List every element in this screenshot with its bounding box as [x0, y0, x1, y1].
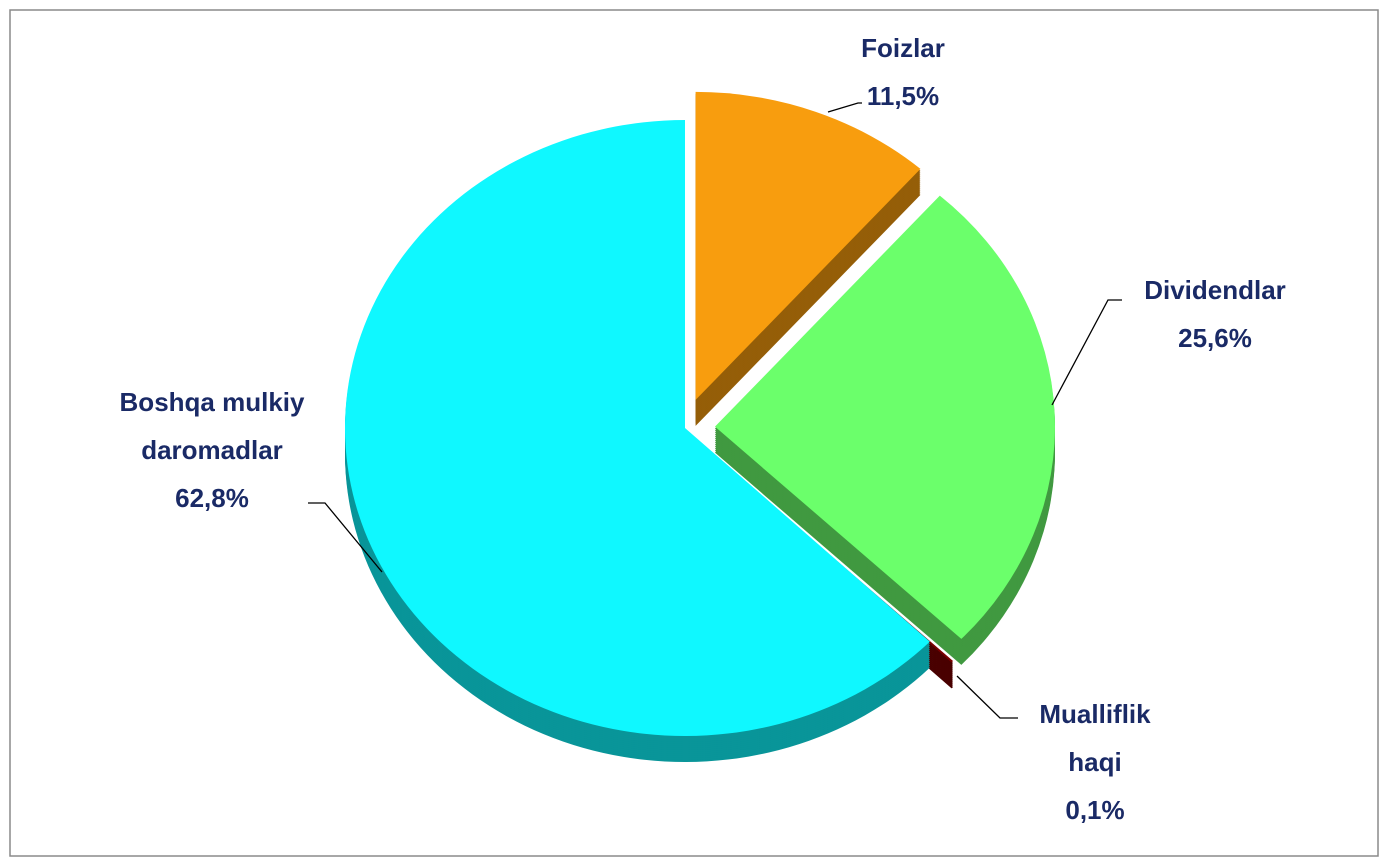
leader-line: [1051, 299, 1122, 406]
leader-line: [308, 502, 383, 573]
leader-line: [827, 102, 862, 113]
slice-label: Boshqa mulkiy daromadlar 62,8%: [117, 378, 307, 522]
value-label: 25,6%: [1178, 323, 1252, 353]
value-label: 11,5%: [866, 81, 940, 111]
category-label: Mualliflik haqi: [1039, 699, 1151, 777]
leader-line: [956, 675, 1018, 719]
category-label: Boshqa mulkiy daromadlar: [119, 387, 305, 465]
slice: [714, 195, 1055, 639]
pie: [344, 91, 1055, 762]
slice: [344, 120, 930, 736]
value-label: 0,1%: [1065, 795, 1125, 825]
slice: [695, 91, 921, 400]
slice-label: Mualliflik haqi 0,1%: [1015, 690, 1175, 834]
value-label: 62,8%: [175, 483, 249, 513]
slice-label: Foizlar 11,5%: [823, 24, 983, 120]
category-label: Foizlar: [861, 33, 945, 63]
frame: [9, 9, 1379, 857]
category-label: Dividendlar: [1144, 275, 1286, 305]
leader-lines: [308, 102, 1122, 719]
slice-label: Dividendlar 25,6%: [1115, 266, 1315, 362]
